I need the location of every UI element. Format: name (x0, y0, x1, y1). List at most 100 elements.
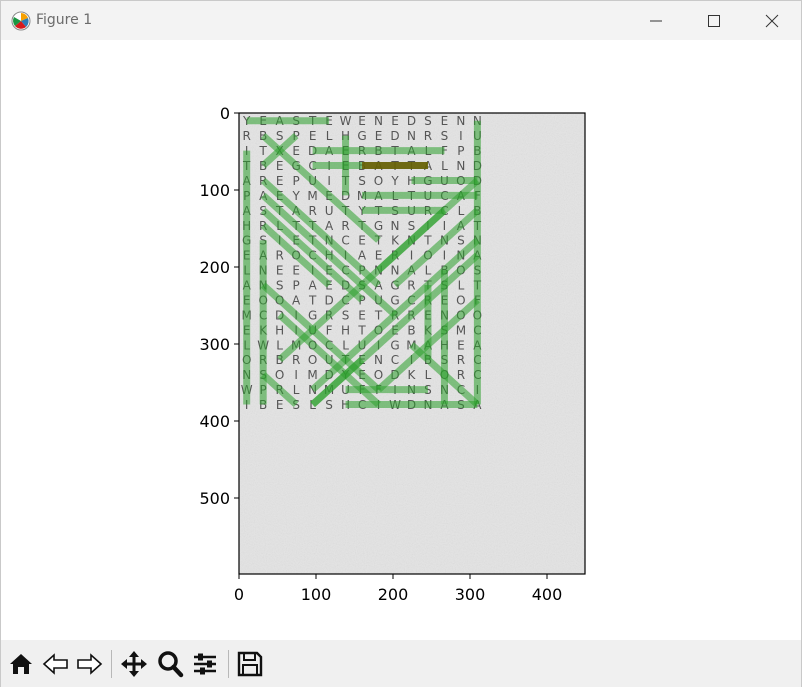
word-highlight (260, 222, 332, 288)
pan-button[interactable] (119, 649, 149, 679)
grid-letter: K (408, 368, 417, 382)
grid-letter: L (458, 204, 465, 218)
grid-letter: B (276, 353, 284, 367)
save-button[interactable] (235, 649, 265, 679)
grid-letter: N (456, 114, 465, 128)
toolbar-separator (228, 650, 229, 678)
grid-letter: A (473, 398, 482, 412)
grid-letter: D (341, 189, 350, 203)
grid-letter: E (457, 338, 465, 352)
minimize-icon (650, 20, 662, 22)
grid-letter: S (424, 114, 432, 128)
grid-letter: U (325, 204, 334, 218)
navigation-toolbar (1, 640, 801, 687)
grid-letter: A (309, 279, 318, 293)
figure-canvas[interactable]: YEASTEWENEDSENNRBSPELHGEDNRSIUITXEDAERBT… (1, 40, 801, 640)
grid-letter: E (391, 114, 399, 128)
y-tick-label: 400 (199, 412, 230, 431)
grid-letter: R (308, 204, 316, 218)
grid-letter: C (391, 353, 399, 367)
word-highlight (260, 177, 381, 288)
grid-letter: R (275, 249, 283, 263)
grid-letter: L (309, 398, 316, 412)
grid-letter: S (292, 398, 300, 412)
grid-letter: L (458, 279, 465, 293)
grid-letter: S (276, 129, 284, 143)
grid-letter: E (292, 264, 300, 278)
grid-letter: A (325, 219, 334, 233)
grid-letter: N (374, 114, 383, 128)
grid-letter: O (275, 368, 284, 382)
grid-letter: O (374, 368, 383, 382)
grid-letter: E (276, 398, 284, 412)
grid-letter: O (308, 353, 317, 367)
minimize-button[interactable] (627, 1, 685, 40)
home-button[interactable] (6, 649, 36, 679)
word-highlight (392, 207, 480, 288)
grid-letter: M (456, 323, 466, 337)
forward-arrow-icon (77, 653, 103, 675)
grid-letter: D (390, 129, 399, 143)
grid-letter: Y (390, 174, 399, 188)
grid-letter: T (259, 144, 268, 158)
grid-letter: B (407, 323, 415, 337)
grid-letter: E (358, 114, 366, 128)
grid-letter: P (457, 144, 464, 158)
zoom-button[interactable] (155, 649, 185, 679)
grid-letter: C (341, 234, 349, 248)
close-icon (765, 14, 779, 28)
grid-letter: E (375, 129, 383, 143)
word-highlight (260, 133, 299, 169)
grid-letter: T (423, 234, 432, 248)
word-highlight (260, 282, 381, 393)
configure-subplots-button[interactable] (190, 649, 220, 679)
grid-letter: P (358, 293, 365, 307)
word-highlight (260, 372, 299, 408)
highlight-lines (243, 117, 481, 409)
maximize-button[interactable] (685, 1, 743, 40)
axis-ticks: 0 100 200 300 400 500 0 100 200 300 400 (199, 104, 562, 604)
grid-letter: S (358, 174, 366, 188)
grid-letter: W (340, 114, 352, 128)
grid-letter: S (408, 219, 416, 233)
grid-letter: B (259, 398, 267, 412)
grid-letter: T (308, 293, 317, 307)
word-highlight (376, 297, 480, 393)
grid-letter: R (341, 219, 349, 233)
grid-letter: N (407, 129, 416, 143)
grid-letter: A (292, 293, 301, 307)
grid-letter: Y (357, 204, 366, 218)
grid-letter: G (357, 129, 366, 143)
grid-letter: N (391, 219, 400, 233)
title-bar[interactable]: Figure 1 (1, 1, 801, 40)
grid-letter: L (441, 159, 448, 173)
grid-letter: A (374, 279, 383, 293)
grid-letter: N (456, 159, 465, 173)
grid-letter: S (342, 308, 350, 322)
grid-letter: R (292, 353, 300, 367)
x-tick-label: 100 (301, 585, 332, 604)
back-button[interactable] (41, 649, 71, 679)
grid-letter: N (374, 353, 383, 367)
plot-svg: YEASTEWENEDSENNRBSPELHGEDNRSIUITXEDAERBT… (199, 104, 586, 604)
grid-letter: I (410, 249, 414, 263)
grid-letter: I (459, 129, 463, 143)
y-tick-label: 200 (199, 258, 230, 277)
y-tick-label: 500 (199, 489, 230, 508)
grid-letter: O (456, 293, 465, 307)
word-highlight (277, 207, 447, 363)
grid-letter: E (358, 308, 366, 322)
grid-letter: D (324, 293, 333, 307)
grid-letter: L (342, 338, 349, 352)
grid-letter: G (390, 293, 399, 307)
forward-button[interactable] (74, 649, 104, 679)
grid-letter: L (276, 338, 283, 352)
close-button[interactable] (743, 1, 801, 40)
grid-letter: R (407, 279, 415, 293)
grid-letter: G (390, 338, 399, 352)
x-tick-label: 0 (234, 585, 244, 604)
grid-letter: E (276, 174, 284, 188)
y-tick-label: 100 (199, 181, 230, 200)
word-highlight (260, 207, 365, 303)
